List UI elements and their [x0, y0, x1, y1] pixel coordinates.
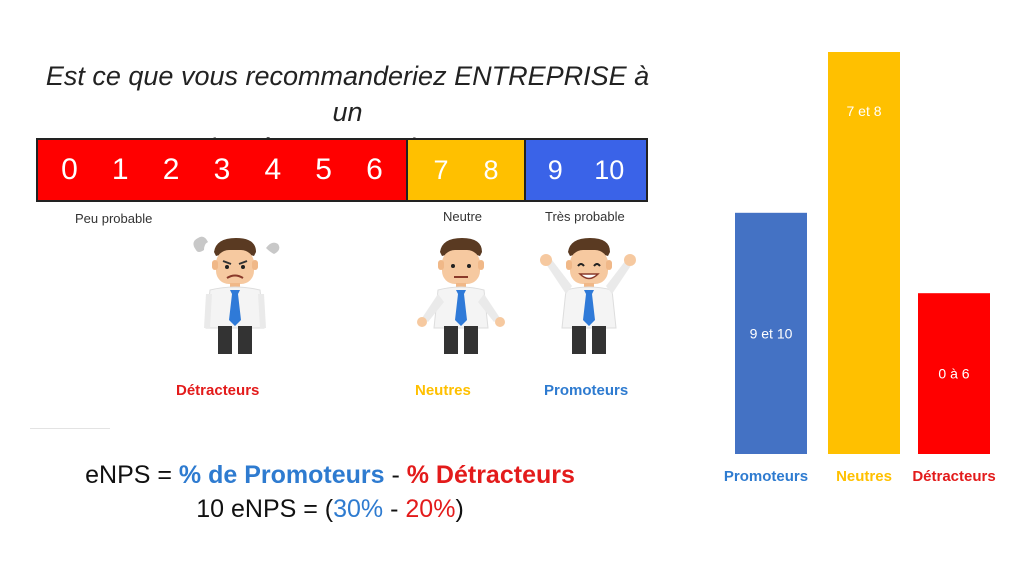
bar-label-0: 9 et 10	[750, 325, 793, 341]
category-promoteurs: Promoteurs	[544, 382, 629, 399]
scale-number-4: 4	[264, 153, 282, 186]
bar-label-2: 0 à 6	[938, 366, 969, 382]
scale-number-5: 5	[315, 153, 332, 186]
x-tick-label-0: Promoteurs	[724, 468, 808, 485]
question-line-1: Est ce que vous recommanderiez ENTREPRIS…	[45, 61, 650, 127]
formula-promoters: % de Promoteurs	[178, 461, 385, 489]
bar-2	[918, 293, 990, 454]
category-detracteurs: Détracteurs	[176, 382, 260, 399]
scale-number-3: 3	[213, 153, 231, 186]
scale-number-1: 1	[111, 153, 129, 186]
formula-line-2: 10 eNPS = (30% - 20%)	[60, 492, 600, 526]
bar-label-1: 7 et 8	[846, 103, 881, 119]
unhappy-person-icon	[193, 236, 280, 354]
formula-minus: -	[384, 461, 407, 489]
x-tick-label-1: Neutres	[836, 468, 892, 485]
scale-label-high: Très probable	[545, 209, 625, 224]
neutral-person-icon	[417, 238, 505, 354]
scale-number-2: 2	[162, 153, 180, 186]
formula-prefix: eNPS =	[85, 461, 179, 489]
divider	[30, 428, 110, 429]
scale-detractor-segment: 0 1 2 3 4 5 6	[36, 138, 406, 202]
formula-example-prefix: 10 eNPS = (	[196, 495, 334, 523]
scale-label-mid: Neutre	[443, 209, 483, 224]
bar-1	[828, 52, 900, 454]
formula-detractors: % Détracteurs	[406, 461, 575, 489]
scale-number-8: 8	[483, 154, 499, 185]
formula-promoters-pct: 30%	[333, 495, 384, 523]
scale-number-6: 6	[366, 153, 383, 186]
scale-promoter-segment: 9 10	[526, 138, 648, 202]
category-neutres: Neutres	[415, 382, 471, 399]
formula-example-minus: -	[383, 495, 406, 523]
enps-formula: eNPS = % de Promoteurs - % Détracteurs 1…	[60, 458, 600, 526]
scale-number-7: 7	[433, 154, 449, 185]
scale-number-9: 9	[547, 154, 563, 185]
scale-number-0: 0	[61, 153, 78, 186]
bar-0	[735, 212, 807, 454]
formula-detractors-pct: 20%	[405, 495, 456, 523]
scale-passive-segment: 7 8	[406, 138, 526, 202]
scale-label-low: Peu probable	[75, 211, 153, 226]
x-tick-label-2: Détracteurs	[912, 468, 995, 485]
rating-scale: 0 1 2 3 4 5 6 7 8 9 10	[36, 138, 648, 202]
formula-line-1: eNPS = % de Promoteurs - % Détracteurs	[60, 458, 600, 492]
formula-example-suffix: )	[455, 495, 464, 523]
scale-number-10: 10	[594, 154, 625, 185]
happy-person-icon	[540, 238, 636, 354]
